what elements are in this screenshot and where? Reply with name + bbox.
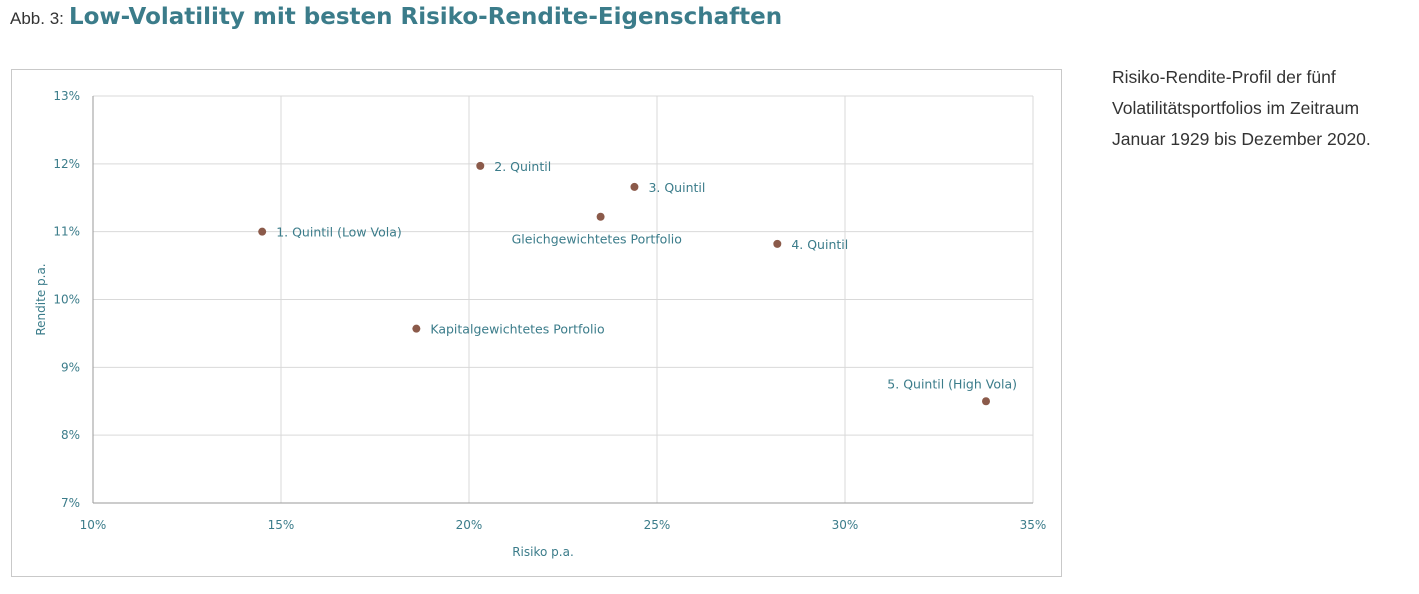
caption-line: Januar 1929 bis Dezember 2020. [1112,129,1371,149]
data-point [982,397,990,406]
y-tick-label: 13% [53,89,80,103]
tick-labels: 7% 8% 9% 10% 11% 12% 13% 10% 15% 20% 25% 30% 35% [53,89,1046,532]
chart-frame: 7% 8% 9% 10% 11% 12% 13% 10% 15% 20% 25% 30% 35% Ris… [11,69,1062,577]
figure-title: Low-Volatility mit besten Risiko-Rendite… [68,4,783,30]
data-point [630,182,639,191]
side-caption: Risiko-Rendite-Profil der fünf Volatilit… [1112,62,1412,155]
data-point [596,212,605,221]
y-tick-label: 10% [53,293,80,307]
point-label: 1. Quintil (Low Vola) [276,225,402,240]
x-tick-label: 15% [268,518,295,532]
data-points: 1. Quintil (Low Vola) 2. Quintil 3. Quinti… [258,159,1017,406]
y-axis-title: Rendite p.a. [34,263,48,335]
x-tick-label: 10% [80,518,107,532]
grid-lines [93,95,1034,503]
y-tick-label: 12% [53,157,80,171]
figure-heading: Abb. 3: Low-Volatility mit besten Risiko… [10,4,782,30]
data-point [412,324,421,333]
axes [92,96,1033,504]
y-tick-label: 9% [61,360,80,374]
point-label: 2. Quintil [494,159,551,174]
x-tick-label: 30% [832,518,859,532]
y-tick-label: 8% [61,428,80,442]
caption-line: Volatilitätsportfolios im Zeitraum [1112,98,1360,118]
scatter-chart: 7% 8% 9% 10% 11% 12% 13% 10% 15% 20% 25% 30% 35% Ris… [34,89,1046,559]
point-label: Kapitalgewichtetes Portfolio [430,322,604,337]
y-tick-label: 11% [53,225,80,239]
data-point [258,227,267,236]
x-tick-label: 20% [456,518,483,532]
point-label: 3. Quintil [648,180,705,195]
y-tick-label: 7% [61,496,80,510]
axis-titles: Risiko p.a. Rendite p.a. [34,263,574,559]
data-point [476,161,485,170]
figure-number: Abb. 3: [10,9,64,28]
x-tick-label: 25% [644,518,671,532]
data-point [773,239,782,248]
x-tick-label: 35% [1020,518,1047,532]
point-label: Gleichgewichtetes Portfolio [512,232,682,247]
x-axis-title: Risiko p.a. [512,545,574,559]
point-label: 4. Quintil [791,237,848,252]
point-label: 5. Quintil (High Vola) [887,376,1017,391]
caption-line: Risiko-Rendite-Profil der fünf [1112,67,1336,87]
